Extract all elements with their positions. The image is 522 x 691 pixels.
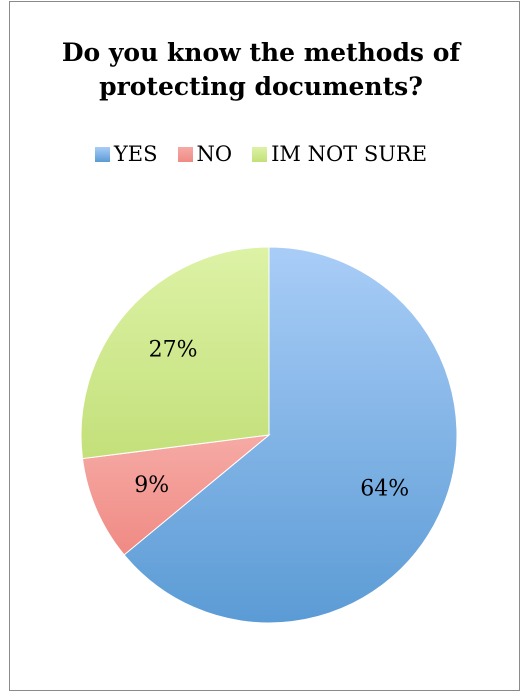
chart-title-line-2: protecting documents? [99,72,423,101]
slice-label-no: 9% [134,473,169,498]
pie-slices [80,246,458,624]
pie-slice-no [81,434,271,556]
pie-labels: 64% 9% 27% [134,337,409,501]
legend-item-no: NO [177,142,233,166]
pie-slice-not-sure [80,246,270,460]
slice-label-not-sure: 27% [149,337,198,362]
chart-title-line-1: Do you know the methods of [61,38,461,67]
chart-legend: YES NO IM NOT SURE [0,142,522,166]
pie-slice-yes [123,246,458,624]
legend-label-yes: YES [113,142,158,166]
legend-swatch-no [177,146,193,162]
legend-swatch-not-sure [252,146,268,162]
legend-item-not-sure: IM NOT SURE [252,142,427,166]
legend-label-no: NO [196,142,233,166]
legend-label-not-sure: IM NOT SURE [271,142,428,166]
legend-swatch-yes [94,146,110,162]
chart-title: Do you know the methods of protecting do… [0,36,522,104]
legend-item-yes: YES [94,142,158,166]
slice-label-yes: 64% [360,476,409,501]
